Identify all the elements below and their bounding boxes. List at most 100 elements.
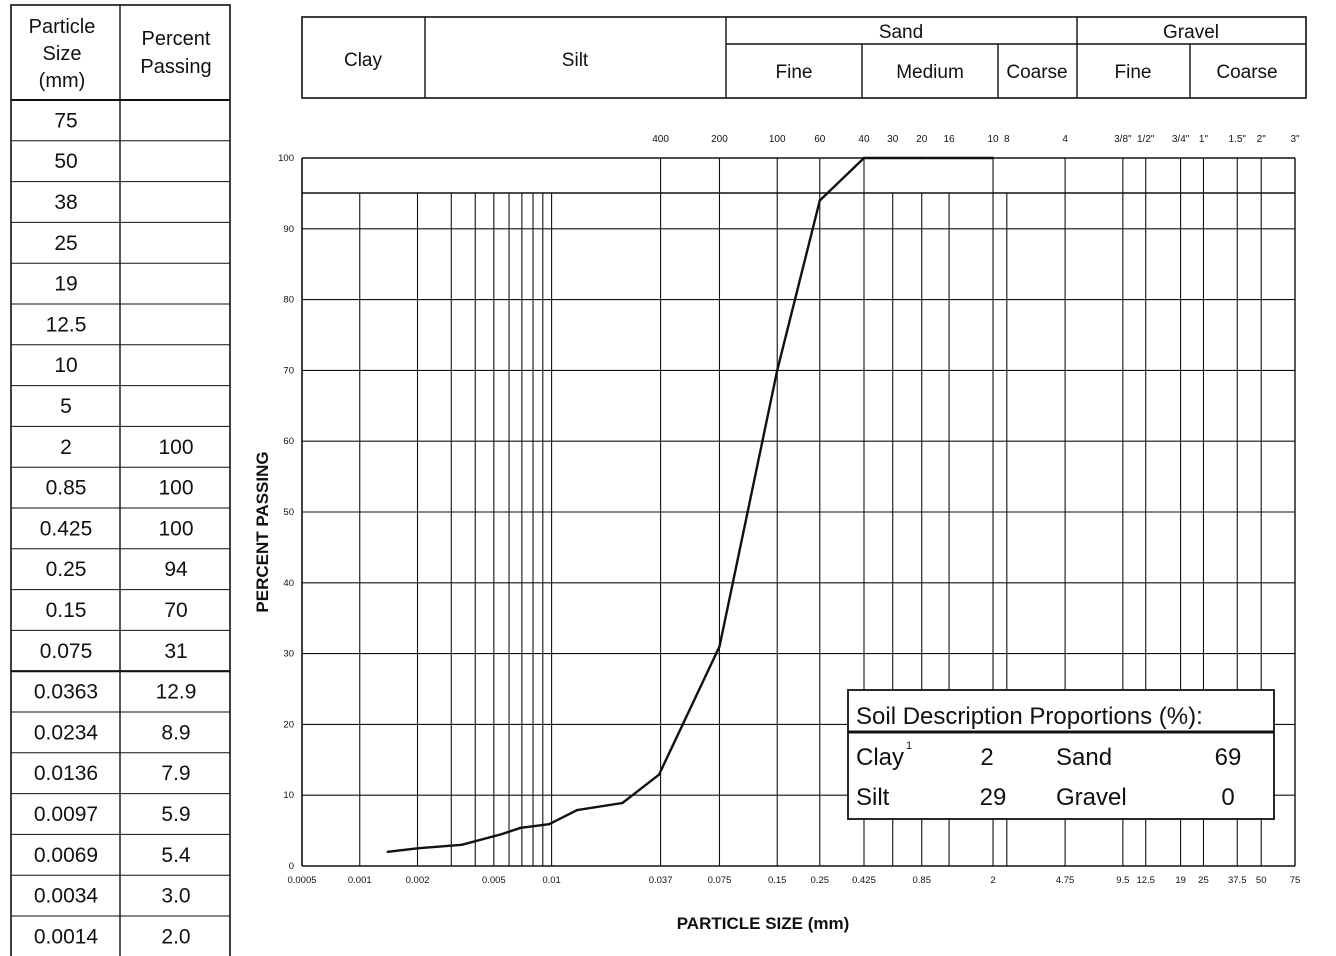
y-tick-label: 80 [283, 295, 294, 306]
x-tick-label: 0.001 [348, 875, 372, 886]
table-cell-size: 0.425 [40, 517, 93, 540]
data-point [991, 156, 995, 160]
x-tick-label: 0.075 [708, 875, 732, 886]
y-tick-label: 30 [283, 649, 294, 660]
table-cell-passing: 5.4 [161, 844, 191, 867]
y-tick-label: 90 [283, 224, 294, 235]
class-gravel-label: Gravel [1163, 22, 1219, 43]
gradation-line [387, 156, 993, 853]
sieve-label: 8 [1004, 134, 1010, 145]
table-cell-size: 0.0034 [34, 885, 99, 908]
x-tick-label: 37.5 [1228, 875, 1247, 886]
table-cell-size: 10 [54, 354, 77, 377]
soil-proportions-box: Soil Description Proportions (%): Clay 1… [847, 689, 1275, 820]
clay-label: Clay [856, 744, 904, 771]
sieve-label: 400 [652, 134, 669, 145]
x-tick-label: 0.0005 [287, 875, 316, 886]
x-tick-label: 0.01 [542, 875, 561, 886]
data-point [576, 808, 579, 812]
data-point [519, 826, 522, 829]
y-tick-label: 60 [283, 436, 294, 447]
clay-value: 2 [980, 744, 993, 771]
sieve-label: 1/2" [1137, 134, 1155, 145]
x-tick-label: 0.25 [811, 875, 830, 886]
table-cell-size: 0.0097 [34, 803, 98, 826]
class-gravel-coarse-label: Coarse [1216, 62, 1277, 83]
data-point [547, 823, 551, 826]
y-tick-label: 100 [278, 153, 294, 164]
table-cell-passing: 7.9 [161, 762, 190, 785]
x-tick-label: 9.5 [1116, 875, 1129, 886]
data-point [862, 156, 866, 160]
table-cell-size: 50 [54, 150, 77, 173]
sieve-label: 30 [887, 134, 899, 145]
gravel-value: 0 [1221, 784, 1234, 811]
header-percent-line1: Percent [142, 28, 211, 50]
table-cell-passing: 100 [158, 436, 193, 459]
table-cell-passing: 3.0 [161, 885, 190, 908]
class-sand-coarse-label: Coarse [1006, 62, 1067, 83]
table-cell-size: 25 [54, 232, 77, 255]
sieve-label: 40 [858, 134, 870, 145]
data-point [718, 645, 721, 648]
table-cell-size: 0.25 [46, 558, 87, 581]
table-cell-passing: 12.9 [156, 681, 197, 704]
silt-value: 29 [980, 784, 1007, 811]
table-cell-size: 19 [54, 273, 77, 296]
data-point [416, 847, 419, 850]
table-cell-size: 12.5 [46, 313, 87, 336]
class-header-frame [301, 16, 1307, 99]
sieve-label: 60 [814, 134, 826, 145]
sieve-label: 1" [1199, 134, 1209, 145]
class-clay-label: Clay [344, 50, 383, 71]
x-tick-label: 0.002 [406, 875, 430, 886]
y-tick-label: 10 [283, 790, 294, 801]
x-tick-label: 0.425 [852, 875, 876, 886]
class-sand-fine-label: Fine [776, 62, 813, 83]
x-tick-label: 12.5 [1136, 875, 1155, 886]
y-tick-label: 20 [283, 719, 294, 730]
data-point [500, 832, 503, 836]
table-cell-size: 0.85 [46, 477, 87, 500]
x-tick-label: 0.85 [912, 875, 931, 886]
class-gravel-fine-label: Fine [1115, 62, 1152, 83]
x-tick-label: 4.75 [1056, 875, 1075, 886]
sieve-label: 3/4" [1172, 134, 1190, 145]
x-tick-labels: 0.0005 0.001 0.002 0.005 0.01 0.037 0.075 0.15 0… [287, 875, 1300, 886]
table-cell-passing: 8.9 [161, 721, 190, 744]
header-particle-line1: Particle [29, 16, 96, 38]
y-tick-label: 40 [283, 578, 294, 589]
gravel-label: Gravel [1056, 784, 1127, 811]
table-cell-passing: 2.0 [161, 925, 190, 948]
soil-proportions-frame [847, 689, 1275, 820]
table-cell-size: 0.0234 [34, 721, 99, 744]
chart-grid [301, 157, 1296, 867]
class-sand-medium-label: Medium [896, 62, 964, 83]
x-tick-label: 2 [990, 875, 995, 886]
table-cell-passing: 31 [164, 640, 187, 663]
table-cell-size: 0.0069 [34, 844, 98, 867]
class-sand-label: Sand [879, 22, 923, 43]
y-axis-title: PERCENT PASSING [253, 451, 272, 612]
table-cell-size: 38 [54, 191, 77, 214]
table-cell-size: 0.15 [46, 599, 87, 622]
y-tick-labels: 0 10 20 30 40 50 60 70 80 90 100 [278, 153, 294, 872]
silt-label: Silt [856, 784, 890, 811]
y-tick-label: 0 [289, 861, 294, 872]
table-cell-passing: 100 [158, 477, 193, 500]
table-grid [10, 4, 231, 956]
sieve-label: 3/8" [1114, 134, 1132, 145]
table-cell-passing: 5.9 [161, 803, 190, 826]
x-tick-label: 19 [1175, 875, 1186, 886]
x-tick-label: 0.005 [482, 875, 506, 886]
table-rows: 75 50 38 25 19 12.5 10 5 2 100 0.85 100 0.425 100 0.25… [34, 109, 197, 948]
data-point [460, 843, 463, 846]
sieve-label: 16 [944, 134, 956, 145]
data-point [386, 850, 389, 854]
x-tick-label: 75 [1290, 875, 1301, 886]
sieve-label: 3" [1290, 134, 1300, 145]
table-cell-size: 2 [60, 436, 72, 459]
sieve-label: 100 [769, 134, 786, 145]
x-tick-label: 50 [1256, 875, 1267, 886]
x-tick-label: 25 [1198, 875, 1209, 886]
